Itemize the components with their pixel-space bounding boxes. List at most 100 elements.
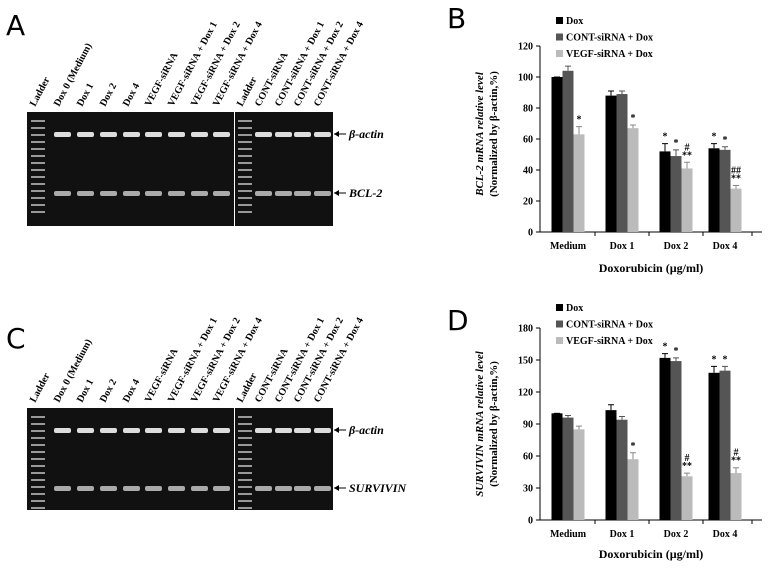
error-bar <box>576 425 582 430</box>
gel-band <box>275 191 292 196</box>
bar <box>659 151 671 232</box>
ladder-band <box>31 486 45 488</box>
ladder-band <box>31 430 45 432</box>
gel-band <box>145 428 162 433</box>
gel-band <box>191 191 208 196</box>
y-tick-label: 120 <box>518 388 533 399</box>
error-bar <box>619 416 625 420</box>
gel-band <box>100 191 117 196</box>
error-bar <box>673 149 679 157</box>
y-tick-label: 80 <box>523 104 533 115</box>
error-bar <box>619 90 625 95</box>
gel-band <box>145 132 162 137</box>
ladder-band <box>238 162 252 164</box>
lane-label: Dox 1 <box>75 377 96 404</box>
gel-band <box>100 428 117 433</box>
gel-band <box>314 132 331 137</box>
ladder-band <box>31 120 45 122</box>
band-label: BCL-2 <box>348 186 382 200</box>
lane-label: Dox 4 <box>121 81 142 108</box>
ladder-band <box>238 416 252 418</box>
legend-swatch <box>556 33 563 41</box>
y-axis-title: BCL-2 mRNA relative level <box>474 71 486 197</box>
gel <box>27 408 234 510</box>
lane-label: Dox 4 <box>121 377 142 404</box>
x-axis-title: Doxorubicin (µg/ml) <box>599 261 704 275</box>
bar <box>719 149 731 232</box>
gel-band <box>294 428 311 433</box>
bar <box>681 476 693 520</box>
y-tick-label: 60 <box>523 452 533 463</box>
ladder-band <box>31 444 45 446</box>
gel-band <box>255 191 272 196</box>
ladder-band <box>31 176 45 178</box>
gel-band <box>213 486 230 491</box>
bar <box>551 413 563 520</box>
ladder-band <box>238 465 252 467</box>
ladder-band <box>31 169 45 171</box>
significance-mark: ** <box>731 456 741 467</box>
ladder-band <box>238 141 252 143</box>
gel-band <box>168 191 185 196</box>
gel-band <box>314 428 331 433</box>
bar <box>605 95 617 232</box>
significance-mark: # <box>685 142 690 153</box>
gel-band <box>100 132 117 137</box>
bar <box>573 134 585 232</box>
ladder-band <box>238 493 252 495</box>
significance-mark: * <box>663 342 668 353</box>
gel-band <box>294 132 311 137</box>
gel-band <box>168 428 185 433</box>
gel-band <box>123 191 140 196</box>
significance-mark: * <box>723 135 728 146</box>
significance-mark: * <box>712 132 717 143</box>
error-bar <box>722 146 728 150</box>
x-tick-label: Dox 2 <box>664 529 689 540</box>
error-bar <box>722 365 728 371</box>
significance-mark: * <box>723 354 728 365</box>
ladder-band <box>238 451 252 453</box>
bar <box>562 417 574 520</box>
lane-label: Dox 2 <box>98 81 119 108</box>
error-bar <box>608 404 614 411</box>
bar <box>616 94 628 232</box>
ladder-band <box>238 423 252 425</box>
legend-label: CONT-siRNA + Dox <box>566 33 653 44</box>
gel-band <box>77 191 94 196</box>
error-bar <box>630 452 636 460</box>
gel-band <box>275 132 292 137</box>
legend-swatch <box>556 304 563 311</box>
gel-band <box>213 191 230 196</box>
error-bar <box>576 126 582 135</box>
ladder-band <box>238 437 252 439</box>
ladder-band <box>238 444 252 446</box>
y-axis-title: SURVIVIN mRNA relative level <box>474 350 486 496</box>
y-tick-label: 100 <box>518 73 533 84</box>
gel <box>27 112 234 226</box>
gel-band <box>191 428 208 433</box>
gel-band <box>145 191 162 196</box>
ladder-band <box>31 458 45 460</box>
ladder-band <box>31 134 45 136</box>
significance-mark: # <box>685 453 690 464</box>
gel-band <box>77 428 94 433</box>
legend-swatch <box>556 50 563 57</box>
band-arrow <box>334 131 339 137</box>
gel-band <box>168 486 185 491</box>
error-bar <box>565 65 571 71</box>
error-bar <box>684 161 690 169</box>
y-tick-label: 120 <box>518 42 533 53</box>
y-tick-label: 40 <box>523 166 533 177</box>
gel-band <box>191 486 208 491</box>
ladder-band <box>31 416 45 418</box>
ladder-band <box>238 458 252 460</box>
ladder-band <box>31 162 45 164</box>
ladder-band <box>238 190 252 192</box>
x-tick-label: Medium <box>550 529 587 540</box>
bar <box>708 148 720 232</box>
gel-band <box>168 132 185 137</box>
ladder-band <box>238 500 252 502</box>
gel-band <box>123 486 140 491</box>
error-bar <box>608 90 614 96</box>
